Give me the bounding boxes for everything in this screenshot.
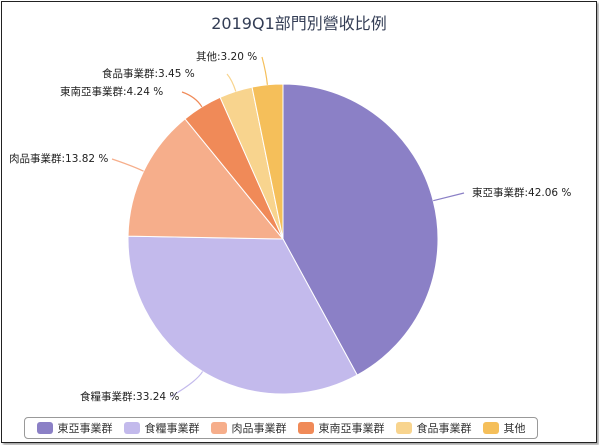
leader-line-4 bbox=[181, 91, 203, 108]
slice-label-2: 食糧事業群:33.24 % bbox=[80, 390, 179, 403]
legend-item-3[interactable]: 肉品事業群 bbox=[210, 420, 287, 436]
leader-line-6 bbox=[261, 56, 268, 85]
slice-label-4: 東南亞事業群:4.24 % bbox=[60, 85, 163, 98]
legend-swatch bbox=[482, 422, 499, 434]
chart-title: 2019Q1部門別營收比例 bbox=[211, 14, 387, 33]
legend-swatch bbox=[395, 422, 412, 434]
legend-item-4[interactable]: 東南亞事業群 bbox=[297, 420, 385, 436]
slice-label-6: 其他:3.20 % bbox=[196, 50, 257, 63]
pie-slices bbox=[127, 83, 439, 395]
slice-label-1: 東亞事業群:42.06 % bbox=[472, 186, 571, 199]
leader-line-5 bbox=[226, 73, 237, 92]
legend-item-1[interactable]: 東亞事業群 bbox=[36, 420, 113, 436]
legend-label: 肉品事業群 bbox=[231, 422, 287, 435]
pie-slice-labels: 東亞事業群:42.06 % 食糧事業群:33.24 % 肉品事業群:13.82 % 東… bbox=[9, 50, 571, 403]
legend-item-6[interactable]: 其他 bbox=[482, 420, 526, 436]
legend-label: 其他 bbox=[503, 422, 526, 435]
leader-line-1 bbox=[433, 192, 465, 202]
legend-item-5[interactable]: 食品事業群 bbox=[395, 420, 472, 436]
legend-label: 東亞事業群 bbox=[57, 422, 113, 435]
slice-label-3: 肉品事業群:13.82 % bbox=[9, 152, 108, 165]
legend-item-2[interactable]: 食糧事業群 bbox=[123, 420, 200, 436]
legend-label: 東南亞事業群 bbox=[318, 422, 385, 435]
legend-swatch bbox=[36, 422, 53, 434]
pie-leader-lines bbox=[111, 56, 465, 398]
chart-legend: 東亞事業群 食糧事業群 肉品事業群 東南亞事業群 食品事業群 其他 bbox=[24, 417, 538, 439]
leader-line-2 bbox=[169, 371, 204, 398]
legend-swatch bbox=[210, 422, 227, 434]
legend-label: 食糧事業群 bbox=[144, 422, 200, 435]
slice-label-5: 食品事業群:3.45 % bbox=[102, 67, 195, 80]
leader-line-3 bbox=[111, 158, 144, 172]
legend-label: 食品事業群 bbox=[416, 422, 472, 435]
pie-slice-3[interactable] bbox=[127, 118, 285, 240]
legend-swatch bbox=[123, 422, 140, 434]
legend-swatch bbox=[297, 422, 314, 434]
